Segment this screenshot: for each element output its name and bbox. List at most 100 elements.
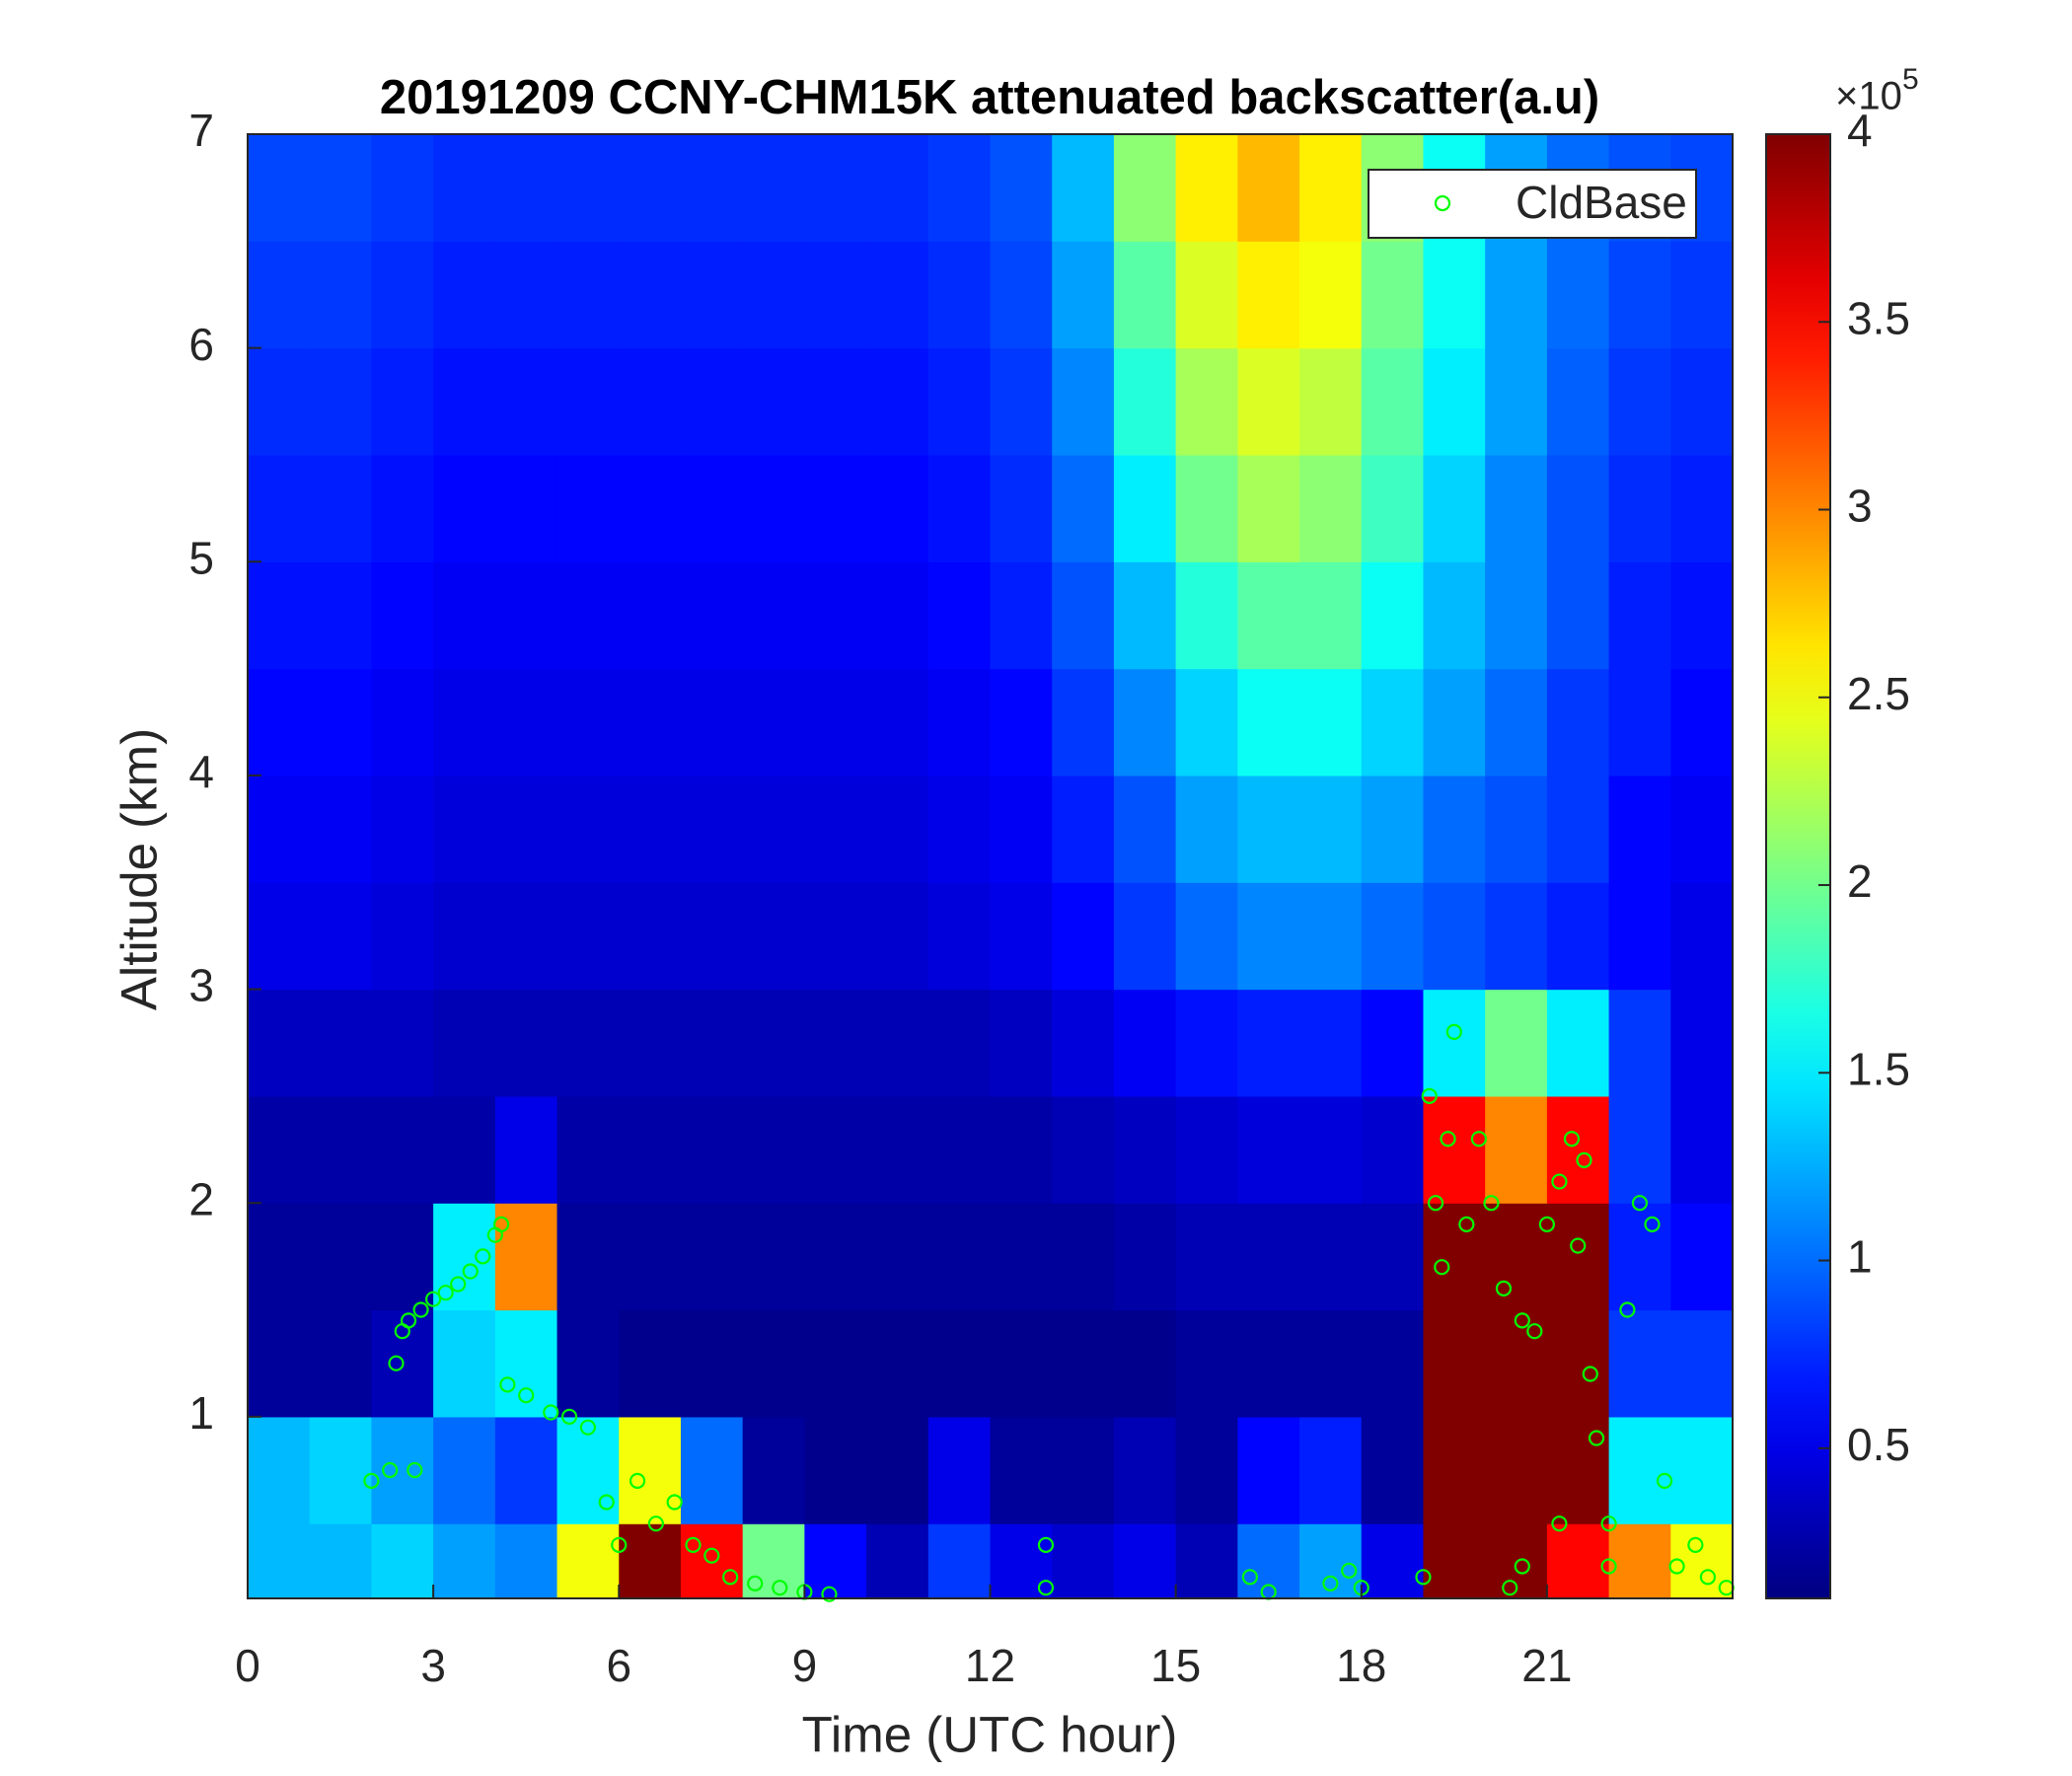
heatmap-cell [990,1523,1053,1599]
heatmap-cell [1485,347,1548,456]
cloud-base-point [1600,1558,1617,1575]
heatmap-cell [494,1523,558,1599]
heatmap-cell [680,1416,744,1524]
heatmap-cell [1423,1416,1486,1524]
heatmap-cell [1361,1203,1425,1311]
heatmap-cell [1423,1523,1486,1599]
heatmap-cell [371,561,434,670]
heatmap-cell [1113,241,1177,349]
heatmap-cell [1546,775,1610,883]
heatmap-cell [1608,775,1671,883]
heatmap-cell [1175,882,1238,991]
heatmap-cell [309,775,373,883]
heatmap-cell [866,454,929,562]
x-axis-label: Time (UTC hour) [802,1706,1178,1762]
cloud-base-point [1570,1237,1587,1254]
heatmap-cell [1608,454,1671,562]
heatmap-cell [804,134,867,242]
heatmap-cell [1237,1095,1300,1204]
heatmap-cell [433,1095,496,1204]
heatmap-cell [927,882,992,991]
heatmap-cell [1485,668,1548,777]
y-tick-label: 4 [188,746,214,797]
heatmap-cell [1237,775,1300,883]
cloud-base-point [1037,1536,1055,1553]
heatmap-cell [1175,989,1238,1097]
heatmap-cell [494,134,558,242]
heatmap-cell [1608,1309,1671,1418]
heatmap-cell [1485,882,1548,991]
heatmap-cell [248,668,311,777]
heatmap-cell [433,561,496,670]
heatmap-cell [1052,668,1115,777]
cloud-base-point [462,1263,479,1280]
y-tick-label: 5 [188,532,214,583]
heatmap-cell [1485,1203,1548,1311]
heatmap-cell [494,454,558,562]
cloud-base-point [499,1376,516,1393]
heatmap-cell [1485,454,1548,562]
heatmap-cell [1361,241,1425,349]
heatmap-cell [1361,668,1425,777]
heatmap-cell [248,775,311,883]
cloud-base-point [412,1301,429,1318]
heatmap-cell [1423,1309,1486,1418]
heatmap-cell [494,241,558,349]
cloud-base-point [1582,1366,1598,1382]
legend-box [1368,169,1697,239]
heatmap-cell [990,1416,1053,1524]
heatmap-cell [619,347,682,456]
heatmap-cell [1175,1523,1238,1599]
colorbar [1765,133,1831,1599]
heatmap-cell [248,241,311,349]
heatmap-cell [1175,1416,1238,1524]
x-tick-label: 15 [1150,1640,1201,1691]
heatmap-cell [1175,775,1238,883]
heatmap-cell [804,454,867,562]
heatmap-cell [990,134,1053,242]
heatmap-cell [494,989,558,1097]
cloud-base-point [1600,1516,1617,1532]
cloud-base-point [388,1355,405,1371]
heatmap-cell [1546,882,1610,991]
heatmap-cell [866,1203,929,1311]
heatmap-cell [248,1203,311,1311]
heatmap-cell [309,1523,373,1599]
y-tick-label: 7 [188,105,214,156]
heatmap-cell [680,668,744,777]
heatmap-cell [866,989,929,1097]
heatmap-cell [1361,1309,1425,1418]
heatmap-cell [1608,989,1671,1097]
heatmap-cell [1423,1095,1486,1204]
heatmap-cell [742,989,805,1097]
x-tick-label: 21 [1521,1640,1572,1691]
x-tick-label: 12 [965,1640,1015,1691]
heatmap-cell [742,561,805,670]
legend-label: CldBase [1516,177,1687,228]
heatmap-cell [433,668,496,777]
colorbar-tick-label: 1.5 [1847,1043,1910,1094]
cloud-base-point [1502,1580,1518,1596]
heatmap-cell [742,668,805,777]
heatmap-cell [990,241,1053,349]
heatmap-cell [1361,775,1425,883]
heatmap-cell [1052,882,1115,991]
heatmap-cell [1113,668,1177,777]
heatmap-cell [1175,1203,1238,1311]
heatmap-cell [1299,241,1363,349]
heatmap-cell [1299,1416,1363,1524]
heatmap-cell [1546,1523,1610,1599]
heatmap-cell [494,347,558,456]
heatmap-cell [1670,1309,1734,1418]
y-tick-label: 2 [188,1173,214,1224]
heatmap-cell [927,1523,992,1599]
heatmap-cell [371,1416,434,1524]
heatmap-cell [494,775,558,883]
heatmap-cell [804,882,867,991]
heatmap-cell [1052,1095,1115,1204]
heatmap-cell [556,454,620,562]
heatmap-cell [1299,668,1363,777]
cloud-base-point [400,1312,417,1329]
heatmap-cell [1608,241,1671,349]
heatmap-cell [309,1309,373,1418]
